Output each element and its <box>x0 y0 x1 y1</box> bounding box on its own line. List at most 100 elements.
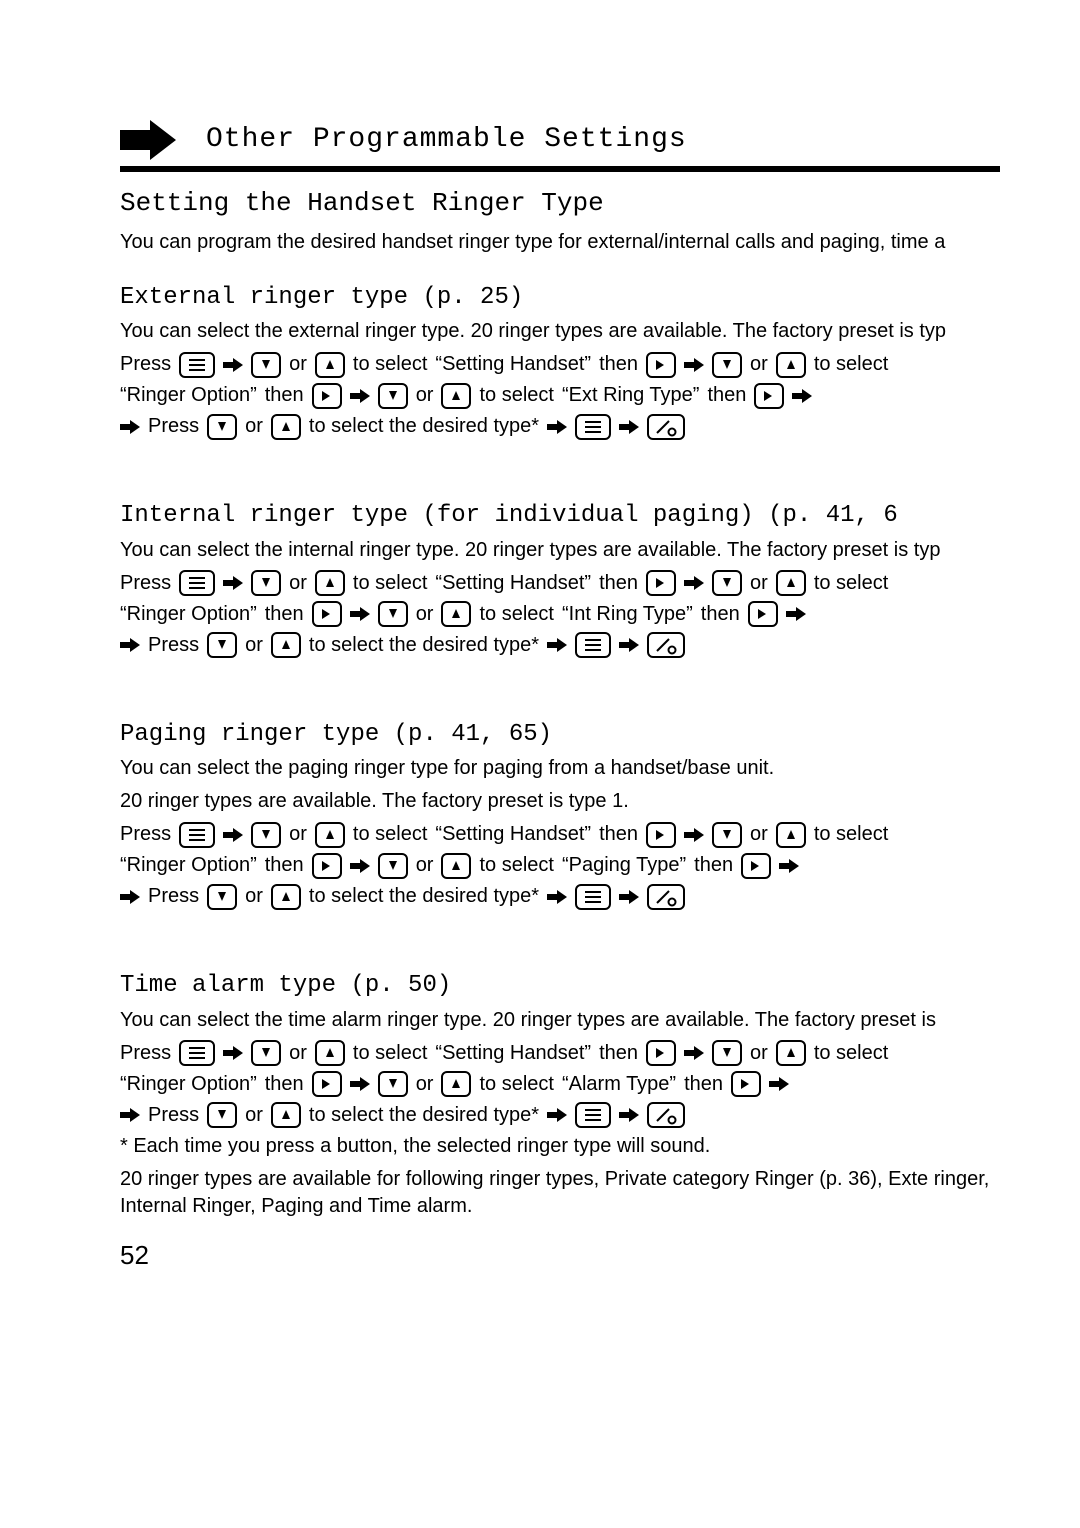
down-button-icon <box>251 352 281 378</box>
arrow-right-icon <box>547 638 567 652</box>
label-to-select: to select <box>814 570 888 597</box>
intro-text: You can program the desired handset ring… <box>120 229 1000 256</box>
label-press: Press <box>148 413 199 440</box>
down-button-icon <box>378 601 408 627</box>
subheading-external: External ringer type (p. 25) <box>120 282 1000 314</box>
label-then: then <box>599 570 638 597</box>
up-button-icon <box>271 884 301 910</box>
down-button-icon <box>712 1040 742 1066</box>
label-or: or <box>416 382 434 409</box>
label-ringer-option: “Ringer Option” <box>120 601 257 628</box>
down-button-icon <box>251 1040 281 1066</box>
label-setting-handset: “Setting Handset” <box>435 821 591 848</box>
label-desired-type: to select the desired type* <box>309 632 539 659</box>
label-desired-type: to select the desired type* <box>309 1102 539 1129</box>
arrow-right-icon <box>684 828 704 842</box>
label-to-select: to select <box>479 852 553 879</box>
arrow-right-icon <box>350 389 370 403</box>
label-then: then <box>707 382 746 409</box>
arrow-right-icon <box>684 358 704 372</box>
menu-button-icon <box>179 352 215 378</box>
arrow-right-icon <box>786 607 806 621</box>
label-to-select: to select <box>814 351 888 378</box>
paging-desc-1: You can select the paging ringer type fo… <box>120 755 1000 782</box>
time-desc: You can select the time alarm ringer typ… <box>120 1007 1000 1034</box>
header-rule <box>120 166 1000 172</box>
paging-step-1: Press or to select “Setting Handset” the… <box>120 821 1000 848</box>
internal-desc: You can select the internal ringer type.… <box>120 537 1000 564</box>
up-button-icon <box>776 352 806 378</box>
label-ringer-option: “Ringer Option” <box>120 1071 257 1098</box>
subheading-paging: Paging ringer type (p. 41, 65) <box>120 719 1000 751</box>
label-then: then <box>694 852 733 879</box>
right-button-icon <box>748 601 778 627</box>
right-button-icon <box>646 352 676 378</box>
right-button-icon <box>646 570 676 596</box>
down-button-icon <box>378 383 408 409</box>
label-then: then <box>599 351 638 378</box>
arrow-right-icon <box>547 1108 567 1122</box>
arrow-right-icon <box>619 638 639 652</box>
label-ringer-option: “Ringer Option” <box>120 852 257 879</box>
up-button-icon <box>271 414 301 440</box>
internal-step-2: “Ringer Option” then or to select “Int R… <box>120 601 1000 628</box>
menu-button-icon <box>575 1102 611 1128</box>
external-step-2: “Ringer Option” then or to select “Ext R… <box>120 382 1000 409</box>
time-step-2: “Ringer Option” then or to select “Alarm… <box>120 1071 1000 1098</box>
menu-button-icon <box>575 414 611 440</box>
footnote-types: 20 ringer types are available for follow… <box>120 1166 1000 1220</box>
paging-desc-2: 20 ringer types are available. The facto… <box>120 788 1000 815</box>
label-to-select: to select <box>353 570 427 597</box>
right-button-icon <box>646 1040 676 1066</box>
label-or: or <box>416 852 434 879</box>
label-ringer-option: “Ringer Option” <box>120 382 257 409</box>
label-desired-type: to select the desired type* <box>309 413 539 440</box>
label-then: then <box>265 1071 304 1098</box>
down-button-icon <box>378 853 408 879</box>
arrow-right-icon <box>223 358 243 372</box>
label-int-ring-type: “Int Ring Type” <box>562 601 693 628</box>
arrow-right-icon <box>684 1046 704 1060</box>
down-button-icon <box>712 352 742 378</box>
up-button-icon <box>441 601 471 627</box>
arrow-right-icon <box>223 576 243 590</box>
down-button-icon <box>207 632 237 658</box>
time-step-1: Press or to select “Setting Handset” the… <box>120 1040 1000 1067</box>
label-desired-type: to select the desired type* <box>309 883 539 910</box>
up-button-icon <box>776 570 806 596</box>
down-button-icon <box>207 414 237 440</box>
arrow-right-icon <box>619 420 639 434</box>
right-button-icon <box>312 1071 342 1097</box>
label-or: or <box>289 570 307 597</box>
down-button-icon <box>207 884 237 910</box>
subheading-time: Time alarm type (p. 50) <box>120 970 1000 1002</box>
arrow-right-icon <box>120 1108 140 1122</box>
off-button-icon <box>647 414 685 440</box>
label-or: or <box>245 883 263 910</box>
up-button-icon <box>441 383 471 409</box>
down-button-icon <box>207 1102 237 1128</box>
external-desc: You can select the external ringer type.… <box>120 318 1000 345</box>
label-to-select: to select <box>479 1071 553 1098</box>
right-button-icon <box>741 853 771 879</box>
arrow-right-icon <box>350 859 370 873</box>
label-then: then <box>684 1071 723 1098</box>
up-button-icon <box>271 1102 301 1128</box>
up-button-icon <box>441 853 471 879</box>
external-step-3: Press or to select the desired type* <box>120 413 1000 440</box>
label-or: or <box>416 1071 434 1098</box>
label-then: then <box>599 821 638 848</box>
label-or: or <box>750 821 768 848</box>
off-button-icon <box>647 884 685 910</box>
label-alarm-type: “Alarm Type” <box>562 1071 676 1098</box>
arrow-right-icon <box>619 890 639 904</box>
arrow-right-icon <box>547 420 567 434</box>
label-or: or <box>750 570 768 597</box>
internal-step-1: Press or to select “Setting Handset” the… <box>120 570 1000 597</box>
menu-button-icon <box>575 884 611 910</box>
arrow-right-icon <box>769 1077 789 1091</box>
arrow-right-icon <box>350 1077 370 1091</box>
down-button-icon <box>251 822 281 848</box>
arrow-right-icon <box>120 420 140 434</box>
internal-step-3: Press or to select the desired type* <box>120 632 1000 659</box>
